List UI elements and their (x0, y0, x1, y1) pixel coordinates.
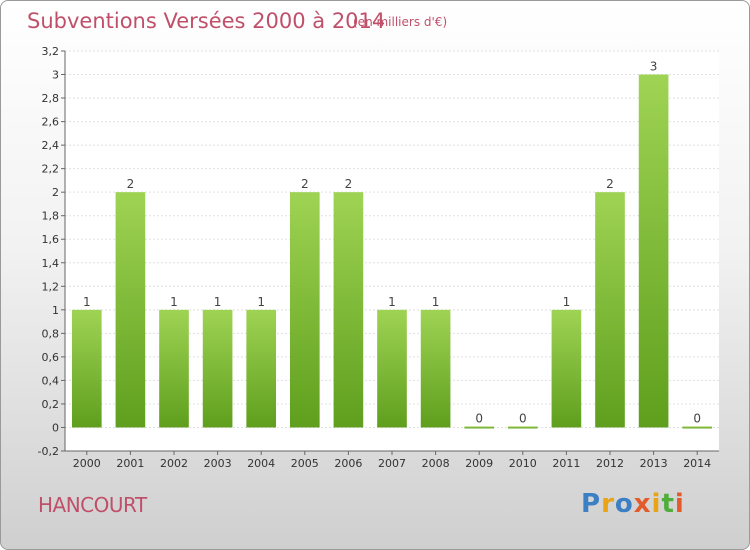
bars: 1 2 1 1 1 2 2 1 1 0 0 1 2 3 0 (71, 60, 713, 429)
bar-value-label: 2 (301, 177, 309, 191)
bar-value-label: 1 (257, 295, 265, 309)
bar-value-label: 2 (606, 177, 614, 191)
bar (202, 309, 233, 428)
bar-value-label: 1 (170, 295, 178, 309)
y-tick-label: 0,4 (42, 374, 60, 387)
x-tick-label: 2008 (422, 457, 450, 470)
axes: -0,2 0 0,2 0,4 0,6 0,8 1 1,2 1,4 1,6 1,8 2 2,2 2,4 2,6… (38, 45, 719, 470)
y-tick-label: 0,2 (42, 398, 60, 411)
bar (333, 192, 364, 428)
y-tick-label: 2,4 (42, 139, 60, 152)
bar (420, 309, 451, 428)
y-tick-label: 1,4 (42, 257, 60, 270)
x-tick-label: 2006 (334, 457, 362, 470)
x-tick-label: 2014 (683, 457, 711, 470)
y-tick-label: 2,8 (42, 92, 60, 105)
y-tick-label: 0,8 (42, 327, 60, 340)
chart-title: Subventions Versées 2000 à 2014 (27, 9, 386, 33)
bar (551, 309, 582, 428)
bar-value-label: 1 (388, 295, 396, 309)
y-tick-label: 0,6 (42, 351, 60, 364)
bar-value-label: 0 (519, 411, 527, 425)
bar-value-label: 1 (432, 295, 440, 309)
y-tick-label: 2,6 (42, 116, 60, 129)
bar-value-label: 1 (83, 295, 91, 309)
y-tick-label: 3 (52, 69, 59, 82)
y-tick-label: 1,6 (42, 233, 60, 246)
y-tick-label: 3,2 (42, 45, 60, 58)
x-tick-label: 2009 (465, 457, 493, 470)
x-tick-label: 2007 (378, 457, 406, 470)
bar (159, 309, 189, 428)
x-tick-label: 2002 (160, 457, 188, 470)
y-tick-label: -0,2 (38, 445, 59, 458)
y-tick-label: 2,2 (42, 163, 60, 176)
bar-value-label: 0 (475, 411, 483, 425)
bar (682, 426, 713, 429)
y-tick-label: 1,8 (42, 210, 60, 223)
x-tick-label: 2004 (247, 457, 275, 470)
x-tick-label: 2003 (204, 457, 232, 470)
bar-value-label: 0 (693, 411, 701, 425)
bar (464, 426, 495, 429)
x-tick-label: 2005 (291, 457, 319, 470)
bar (595, 192, 625, 428)
bar-value-label: 2 (345, 177, 353, 191)
bar-value-label: 1 (563, 295, 571, 309)
y-tick-label: 0 (52, 421, 59, 434)
x-tick-label: 2010 (509, 457, 537, 470)
bar (246, 309, 277, 428)
commune-name: HANCOURT (38, 493, 147, 517)
bar (507, 426, 538, 429)
bar (377, 309, 407, 428)
bar-value-label: 1 (214, 295, 222, 309)
bar-value-label: 2 (127, 177, 135, 191)
bar (71, 309, 102, 428)
proxiti-logo: Proxiti (581, 489, 685, 519)
y-tick-label: 1 (52, 304, 59, 317)
y-tick-label: 1,2 (42, 280, 60, 293)
bar (638, 74, 669, 428)
bar-value-label: 3 (650, 60, 658, 74)
x-tick-label: 2012 (596, 457, 624, 470)
bar (115, 192, 146, 428)
bar (289, 192, 320, 428)
x-tick-label: 2011 (552, 457, 580, 470)
x-tick-label: 2013 (640, 457, 668, 470)
y-tick-label: 2 (52, 186, 59, 199)
chart-subtitle: (en milliers d'€) (353, 15, 448, 29)
x-tick-label: 2001 (116, 457, 144, 470)
x-tick-label: 2000 (73, 457, 101, 470)
